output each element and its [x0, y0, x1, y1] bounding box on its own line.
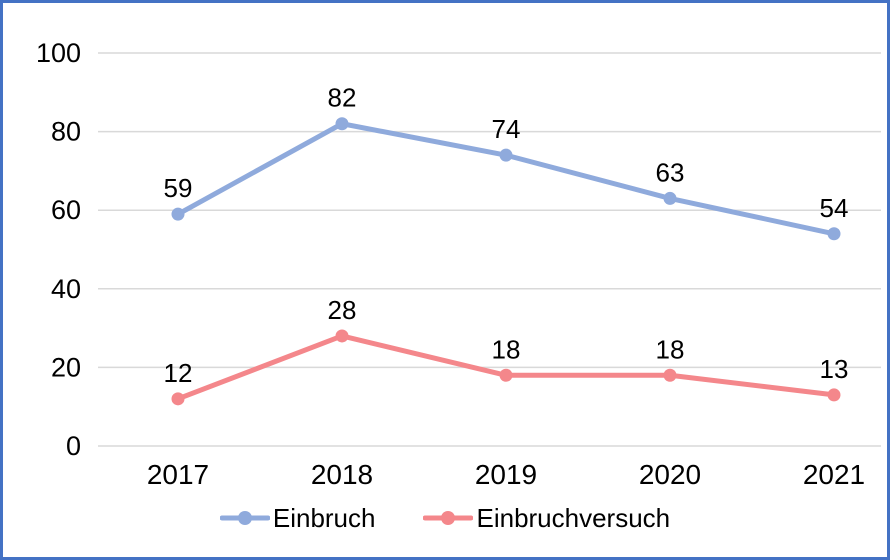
- data-point-label: 18: [492, 334, 521, 364]
- legend-label: Einbruch: [272, 503, 376, 533]
- data-point-marker: [499, 368, 513, 382]
- data-point-label: 28: [328, 295, 357, 325]
- x-tick-label: 2020: [639, 459, 701, 490]
- x-tick-label: 2018: [311, 459, 373, 490]
- x-tick-label: 2017: [147, 459, 209, 490]
- chart-legend: Einbruch Einbruchversuch: [3, 493, 887, 557]
- data-point-label: 54: [820, 193, 849, 223]
- legend-item-einbruch: Einbruch: [219, 503, 376, 533]
- data-point-marker: [335, 117, 349, 131]
- data-point-marker: [171, 207, 185, 221]
- data-point-label: 74: [492, 114, 521, 144]
- y-tick-label: 0: [66, 431, 81, 461]
- data-point-label: 13: [820, 354, 849, 384]
- y-tick-label: 20: [51, 352, 81, 382]
- legend-item-einbruchversuch: Einbruchversuch: [423, 505, 670, 531]
- line-chart: 0 20 40 60 80 100 2017 2018 2019 2020 2021 59 82 74 63…: [36, 38, 881, 490]
- line-marker-icon: [219, 511, 270, 525]
- data-point-marker: [663, 191, 677, 205]
- data-point-label: 63: [656, 157, 685, 187]
- data-point-marker: [499, 148, 513, 162]
- data-point-marker: [827, 227, 841, 241]
- data-point-label: 59: [164, 173, 193, 203]
- line-marker-icon: [423, 511, 474, 525]
- y-tick-label: 100: [36, 38, 81, 68]
- data-point-label: 18: [656, 334, 685, 364]
- y-tick-label: 60: [51, 195, 81, 225]
- x-tick-label: 2019: [475, 459, 537, 490]
- data-point-marker: [171, 392, 185, 406]
- legend-label: Einbruchversuch: [476, 503, 671, 533]
- x-tick-label: 2021: [803, 459, 865, 490]
- y-tick-label: 80: [51, 117, 81, 147]
- data-point-label: 12: [164, 358, 193, 388]
- data-point-marker: [663, 368, 677, 382]
- data-point-marker: [335, 329, 349, 343]
- data-point-label: 82: [328, 83, 357, 113]
- data-point-marker: [827, 388, 841, 402]
- y-tick-label: 40: [51, 274, 81, 304]
